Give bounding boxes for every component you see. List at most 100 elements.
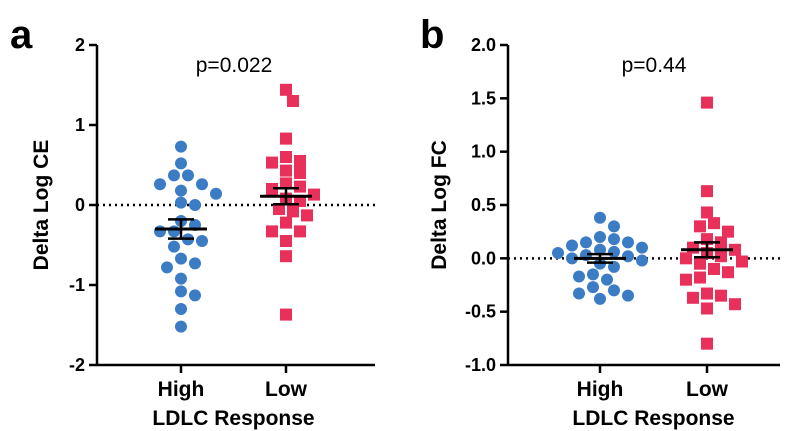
- data-point: [729, 243, 741, 256]
- y-tick-label: 0.5: [471, 195, 496, 215]
- x-tick-label: High: [577, 378, 624, 401]
- data-point: [189, 289, 201, 302]
- data-point: [175, 285, 187, 298]
- data-point: [196, 235, 208, 247]
- data-point: [175, 320, 187, 333]
- data-point: [280, 177, 292, 190]
- data-point: [175, 184, 187, 197]
- data-point: [694, 271, 706, 284]
- data-point: [175, 140, 187, 153]
- data-point: [715, 250, 727, 263]
- data-point: [722, 266, 734, 279]
- data-point: [729, 298, 741, 311]
- data-point: [636, 241, 648, 254]
- data-point: [608, 284, 620, 297]
- data-point: [573, 287, 585, 300]
- y-tick-label: 0: [75, 195, 85, 215]
- data-point: [287, 205, 299, 218]
- data-point: [280, 132, 292, 145]
- data-point: [294, 155, 306, 167]
- p-value: p=0.022: [196, 54, 273, 77]
- data-point: [587, 281, 599, 294]
- data-point: [182, 169, 194, 182]
- data-point: [601, 273, 613, 286]
- data-point: [701, 96, 713, 109]
- series-low: [680, 96, 748, 350]
- data-point: [594, 231, 606, 243]
- data-point: [175, 303, 187, 315]
- data-point: [701, 185, 713, 198]
- y-tick-label: 1.5: [471, 88, 496, 108]
- panel-b: b p=0.44 Delta Log FC -1.0 -0.5 0.0 0.5 1.0 1.5 2…: [420, 13, 780, 430]
- panel-a: a p=0.022 Delta Log CE -2 -1 0 1 2 High Low LDLC R…: [10, 13, 375, 430]
- data-point: [294, 180, 306, 193]
- data-point: [280, 83, 292, 96]
- data-point: [594, 292, 606, 305]
- x-tick-label: Low: [686, 378, 729, 401]
- panel-letter: a: [10, 13, 33, 57]
- data-point: [168, 225, 180, 238]
- data-point: [622, 250, 634, 263]
- data-point: [680, 273, 692, 286]
- data-point: [168, 169, 180, 182]
- data-point: [573, 270, 585, 283]
- data-point: [701, 302, 713, 315]
- data-point: [175, 196, 187, 209]
- x-tick-label: High: [158, 378, 205, 401]
- data-point: [566, 252, 578, 265]
- data-point: [736, 255, 748, 268]
- data-point: [608, 245, 620, 258]
- data-point: [701, 337, 713, 350]
- data-point: [175, 157, 187, 170]
- y-tick-label: 2.0: [471, 35, 496, 55]
- x-axis-label: LDLC Response: [572, 407, 734, 430]
- data-point: [701, 206, 713, 219]
- data-point: [636, 254, 648, 267]
- data-point: [715, 289, 727, 302]
- data-point: [273, 203, 285, 215]
- panel-letter: b: [420, 13, 444, 57]
- y-tick-label: 2: [75, 35, 85, 55]
- data-point: [708, 217, 720, 230]
- x-tick-label: Low: [265, 378, 308, 401]
- data-point: [210, 187, 222, 200]
- data-point: [280, 235, 292, 247]
- data-point: [280, 151, 292, 163]
- data-point: [608, 233, 620, 246]
- data-point: [594, 243, 606, 256]
- data-point: [622, 289, 634, 302]
- data-point: [301, 209, 313, 222]
- data-point: [189, 257, 201, 270]
- data-point: [294, 225, 306, 238]
- data-point: [175, 252, 187, 265]
- x-axis-label: LDLC Response: [152, 407, 314, 430]
- data-point: [280, 164, 292, 177]
- data-point: [196, 178, 208, 191]
- y-tick-label: -1.0: [465, 355, 496, 375]
- data-point: [566, 239, 578, 252]
- y-axis-label: Delta Log FC: [428, 140, 451, 270]
- data-point: [608, 260, 620, 273]
- data-point: [715, 236, 727, 249]
- y-tick-label: -1: [69, 275, 85, 295]
- series-high: [154, 140, 222, 333]
- data-point: [594, 211, 606, 224]
- data-point: [680, 252, 692, 265]
- data-point: [266, 183, 278, 195]
- data-point: [587, 268, 599, 281]
- data-point: [175, 272, 187, 285]
- data-point: [189, 199, 201, 211]
- data-point: [608, 220, 620, 233]
- data-point: [154, 178, 166, 191]
- data-point: [722, 225, 734, 238]
- p-value: p=0.44: [622, 54, 687, 77]
- y-tick-label: 1.0: [471, 142, 496, 162]
- y-tick-label: 0.0: [471, 248, 496, 268]
- data-point: [266, 225, 278, 238]
- y-tick-label: -2: [69, 355, 85, 375]
- data-point: [694, 257, 706, 270]
- data-point: [280, 308, 292, 321]
- data-point: [154, 225, 166, 238]
- data-point: [708, 263, 720, 275]
